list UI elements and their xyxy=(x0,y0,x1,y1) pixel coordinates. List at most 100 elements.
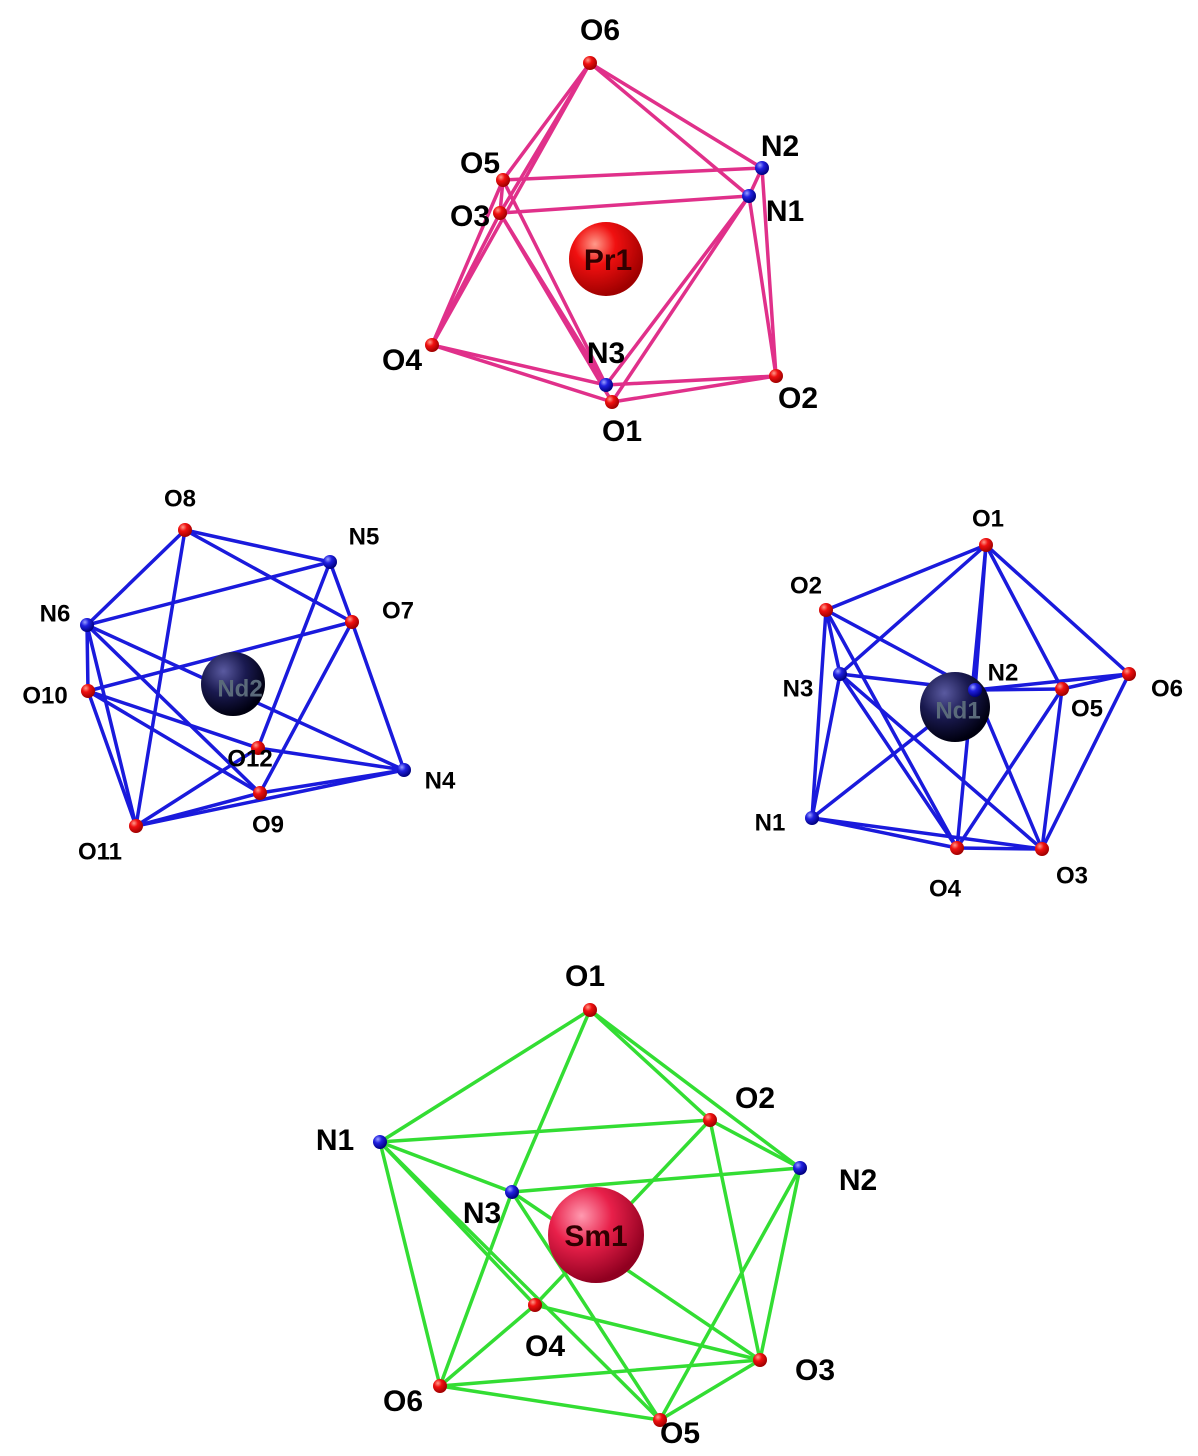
bond-edge xyxy=(430,343,614,404)
bond-edge xyxy=(183,528,354,624)
bond-edge xyxy=(604,374,778,387)
bond-edge xyxy=(438,1384,662,1422)
bond-edge xyxy=(1040,687,1064,851)
bond-edge xyxy=(438,1358,762,1388)
atom xyxy=(653,1413,667,1427)
atom xyxy=(833,667,847,681)
bond-edge xyxy=(430,178,505,347)
bond-edge xyxy=(501,61,592,182)
bond-edge xyxy=(378,1140,514,1194)
atom-label: O11 xyxy=(78,838,122,865)
bond-edge xyxy=(86,689,260,750)
atom xyxy=(253,786,267,800)
bond-edge xyxy=(824,543,988,612)
atom xyxy=(979,538,993,552)
atom-label: O2 xyxy=(735,1082,775,1115)
atom xyxy=(1055,682,1069,696)
atom-label: N4 xyxy=(425,767,456,794)
bond-edge xyxy=(501,166,764,182)
bond-edge xyxy=(588,61,751,198)
atom xyxy=(178,523,192,537)
bond-edge xyxy=(328,560,354,624)
bond-edge xyxy=(1040,672,1131,851)
bond-edge xyxy=(588,61,764,170)
atom-label: O5 xyxy=(460,147,500,180)
central-atom-label: Nd2 xyxy=(217,675,262,702)
atom-label: N2 xyxy=(988,659,1019,686)
bond-edge xyxy=(510,1008,592,1194)
bond-edge xyxy=(510,1166,802,1194)
bond-edge xyxy=(85,560,332,627)
atom-label: O3 xyxy=(450,200,490,233)
atom-label: O6 xyxy=(383,1385,423,1418)
atom xyxy=(493,206,507,220)
atom xyxy=(805,811,819,825)
atom xyxy=(129,819,143,833)
atom xyxy=(81,684,95,698)
bond-edge xyxy=(810,672,842,820)
bond-edge xyxy=(708,1118,762,1362)
bond-edge xyxy=(610,194,751,404)
atom-label: O4 xyxy=(929,875,962,902)
atom xyxy=(583,56,597,70)
atom xyxy=(968,683,982,697)
bond-edge xyxy=(258,768,406,795)
central-atom-label: Sm1 xyxy=(564,1220,627,1253)
atom-label: O8 xyxy=(164,485,196,512)
bond-edge xyxy=(760,166,778,378)
atom xyxy=(703,1113,717,1127)
atom-label: N2 xyxy=(761,130,799,163)
atom xyxy=(505,1185,519,1199)
bond-edge xyxy=(86,689,138,828)
bond-edge xyxy=(350,620,406,772)
bond-edge xyxy=(604,194,751,387)
atom-label: O10 xyxy=(22,682,67,709)
central-atom-label: Nd1 xyxy=(935,697,980,724)
bond-edge xyxy=(658,1166,802,1422)
atom-label: O2 xyxy=(790,572,822,599)
bond-edge xyxy=(183,528,332,564)
atom xyxy=(819,603,833,617)
bond-edge xyxy=(955,846,1044,851)
bond-edge xyxy=(134,791,262,828)
atom-label: O3 xyxy=(795,1354,835,1387)
bond-edge xyxy=(438,1303,537,1388)
bond-edge xyxy=(838,672,1044,851)
bond-edge xyxy=(838,543,988,676)
atom-label: O7 xyxy=(382,597,414,624)
atom-label: N3 xyxy=(463,1197,501,1230)
bond-edge xyxy=(134,768,406,828)
atom-label: N3 xyxy=(587,337,625,370)
bond-edge xyxy=(256,560,332,750)
atom-label: N2 xyxy=(839,1164,877,1197)
atom-label: N3 xyxy=(783,675,814,702)
bond-edge xyxy=(258,620,354,795)
atom-label: O1 xyxy=(972,505,1004,532)
atom xyxy=(397,763,411,777)
atom-label: N1 xyxy=(766,195,804,228)
bond-edge xyxy=(708,1118,802,1170)
atom xyxy=(1035,842,1049,856)
atom xyxy=(345,615,359,629)
atom-label: O12 xyxy=(227,745,272,772)
central-atom xyxy=(569,222,643,296)
bond-edge xyxy=(498,211,608,387)
bond-edge xyxy=(378,1008,592,1144)
bond-edge xyxy=(810,608,828,820)
bond-edge xyxy=(810,816,1044,851)
bond-edge xyxy=(984,543,1131,676)
atom xyxy=(769,369,783,383)
atom xyxy=(755,161,769,175)
bond-edge xyxy=(86,689,262,795)
bond-edge xyxy=(85,623,138,828)
atom xyxy=(605,395,619,409)
central-atom xyxy=(548,1187,644,1283)
central-atom xyxy=(201,652,265,716)
atom xyxy=(496,173,510,187)
atom xyxy=(251,741,265,755)
bond-edge xyxy=(588,1008,712,1122)
atom-label: O2 xyxy=(778,382,818,415)
bond-edge xyxy=(838,672,959,850)
atom-label: O5 xyxy=(1071,695,1103,722)
bond-edge xyxy=(510,1190,662,1422)
